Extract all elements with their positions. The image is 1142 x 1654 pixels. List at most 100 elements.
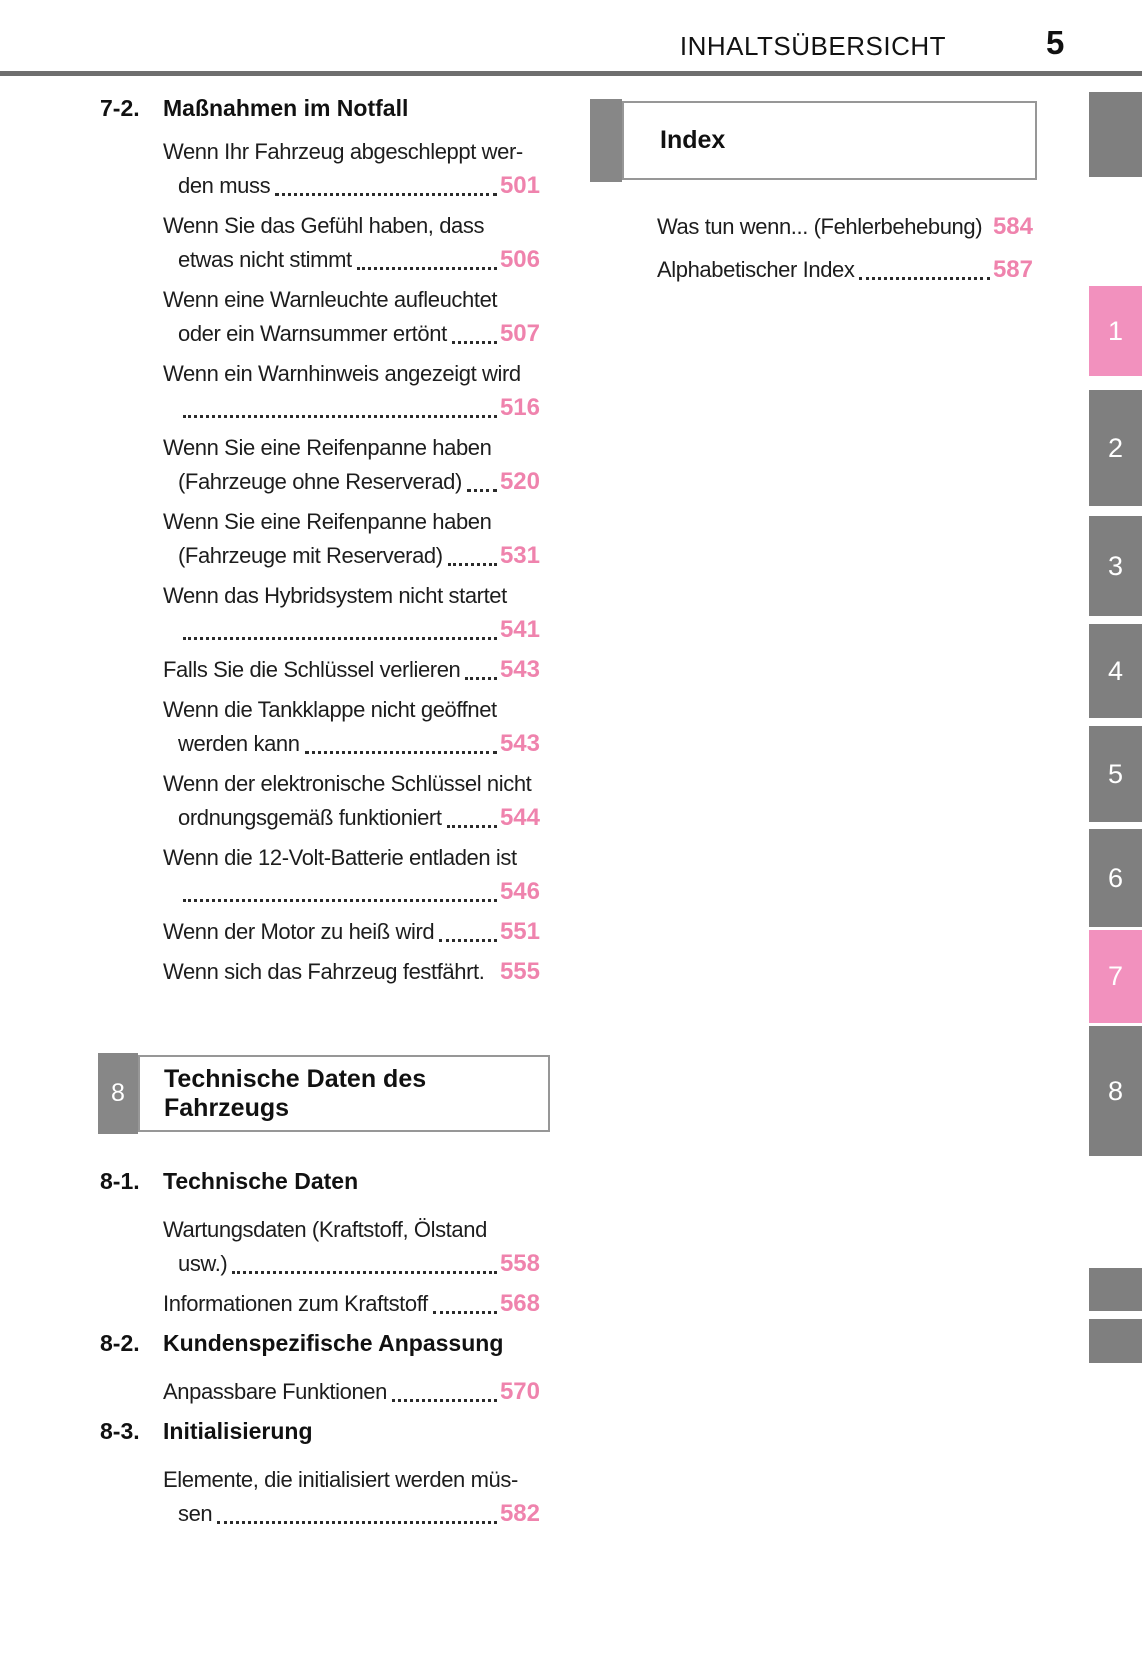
toc-entry-line: Wenn Sie das Gefühl haben, dass — [163, 213, 485, 238]
dot-leader — [432, 1311, 497, 1314]
chapter-8-banner: 8 Technische Daten des Fahrzeugs — [98, 1053, 550, 1134]
side-tab-chapter-5: 5 — [1089, 726, 1142, 822]
subsection: 8-1. Technische Daten Wartungsdaten (Kraft… — [100, 1167, 550, 1321]
toc-entry-lastline: Anpassbare Funktionen 570 — [163, 1375, 540, 1409]
toc-entry-lastline: sen 582 — [163, 1497, 540, 1531]
entry-page-number: 582 — [499, 1500, 540, 1527]
side-tab-label: 2 — [1107, 432, 1124, 463]
toc-entry-list: Elemente, die initialisiert werden müs-s… — [100, 1463, 540, 1531]
toc-entry-text: (Fahrzeuge mit Reserverad) — [178, 543, 443, 568]
toc-entry-line: Wenn Sie eine Reifenpanne haben — [163, 435, 492, 460]
side-tab-chapter-7: 7 — [1089, 930, 1142, 1023]
toc-left-column: 7-2. Maßnahmen im Notfall Wenn Ihr Fahrz… — [98, 94, 550, 1537]
side-tab-label: 4 — [1107, 655, 1124, 686]
toc-entry-lastline: usw.) 558 — [163, 1247, 540, 1281]
side-tab-blank — [1089, 1319, 1142, 1363]
toc-entry-line: Wenn die 12-Volt-Batterie entladen ist — [163, 845, 517, 870]
toc-entry-line: Wenn ein Warnhinweis angezeigt wird — [163, 361, 521, 386]
side-tab-label: 5 — [1107, 758, 1124, 789]
toc-entry: Anpassbare Funktionen 570 — [163, 1375, 540, 1409]
toc-entry: Wenn eine Warnleuchte aufleuchtet oder ei… — [163, 283, 540, 351]
entry-page-number: 516 — [499, 394, 540, 421]
toc-entry: Wenn Sie eine Reifenpanne haben (Fahrzeug… — [163, 505, 540, 573]
toc-entry-text: sen — [178, 1501, 213, 1526]
dot-leader — [447, 563, 497, 566]
toc-entry-lastline: 546 — [163, 875, 540, 909]
side-tab-chapter-6: 6 — [1089, 829, 1142, 927]
entry-page-number: 507 — [499, 320, 540, 347]
toc-entry-lastline: ordnungsgemäß funktioniert 544 — [163, 801, 540, 835]
entry-page-number: 501 — [499, 172, 540, 199]
header-rule — [0, 71, 1142, 76]
toc-entry-text: oder ein Warnsummer ertönt — [178, 321, 447, 346]
side-tab-chapter-1: 1 — [1089, 286, 1142, 376]
entry-page-number: 541 — [499, 616, 540, 643]
subsection-number: 8-2. — [100, 1330, 140, 1356]
toc-entry: Wenn der Motor zu heiß wird 551 — [163, 915, 540, 949]
subsection-number: 8-1. — [100, 1168, 140, 1194]
page-header-title: INHALTSÜBERSICHT — [679, 31, 946, 61]
entry-page-number: 584 — [992, 213, 1033, 240]
toc-entry-lastline: oder ein Warnsummer ertönt 507 — [163, 317, 540, 351]
dot-leader — [391, 1399, 497, 1402]
toc-entry-line: Wartungsdaten (Kraftstoff, Ölstand — [163, 1217, 487, 1242]
entry-page-number: 543 — [499, 730, 540, 757]
toc-entry-list: Anpassbare Funktionen 570 — [100, 1375, 540, 1409]
toc-entry-text: werden kann — [178, 731, 300, 756]
toc-entry-line: Elemente, die initialisiert werden müs- — [163, 1467, 518, 1492]
entry-page-number: 506 — [499, 246, 540, 273]
toc-entry-lastline: Falls Sie die Schlüssel verlieren 543 — [163, 653, 540, 687]
entry-page-number: 546 — [499, 878, 540, 905]
toc-entry-text: ordnungsgemäß funktioniert — [178, 805, 442, 830]
index-number-badge — [590, 99, 622, 182]
dot-leader — [439, 939, 497, 942]
toc-entry-lastline: Informationen zum Kraftstoff 568 — [163, 1287, 540, 1321]
entry-page-number: 558 — [499, 1250, 540, 1277]
toc-entry: Wenn sich das Fahrzeug festfährt. 555 — [163, 955, 540, 989]
subsection-list: 8-1. Technische Daten Wartungsdaten (Kraft… — [100, 1167, 550, 1531]
toc-entry-lastline: Was tun wenn... (Fehlerbehebung) 584 — [657, 210, 1033, 244]
dot-leader — [183, 637, 497, 640]
toc-entry: Wartungsdaten (Kraftstoff, Ölstand usw.) 5… — [163, 1213, 540, 1281]
chapter-title-box: Technische Daten des Fahrzeugs — [138, 1055, 550, 1132]
dot-leader — [217, 1521, 497, 1524]
toc-entry-text: den muss — [178, 173, 271, 198]
entry-page-number: 520 — [499, 468, 540, 495]
side-tab-label: 3 — [1107, 550, 1124, 581]
dot-leader — [304, 751, 497, 754]
subsection-heading: 8-3. Initialisierung — [100, 1417, 550, 1445]
subsection-heading: 8-2. Kundenspezifische Anpassung — [100, 1329, 550, 1357]
toc-entry-line: Wenn Sie eine Reifenpanne haben — [163, 509, 492, 534]
toc-entry-line: Wenn der elektronische Schlüssel nicht — [163, 771, 532, 796]
subsection-title: Initialisierung — [163, 1418, 313, 1444]
dot-leader — [446, 825, 497, 828]
dot-leader — [232, 1271, 497, 1274]
toc-entry-text: Wenn der Motor zu heiß wird — [163, 919, 435, 944]
toc-entry-text: Anpassbare Funktionen — [163, 1379, 387, 1404]
toc-entry: Wenn das Hybridsystem nicht startet 541 — [163, 579, 540, 647]
index-entry-list: Was tun wenn... (Fehlerbehebung) 584 Alpha… — [657, 210, 1033, 296]
toc-entry: Wenn Sie das Gefühl haben, dass etwas nic… — [163, 209, 540, 277]
side-tab-blank — [1089, 1268, 1142, 1311]
toc-entry-lastline: (Fahrzeuge mit Reserverad) 531 — [163, 539, 540, 573]
side-tab-label: 7 — [1107, 961, 1124, 991]
index-banner: Index — [590, 99, 1037, 182]
toc-entry-text: Falls Sie die Schlüssel verlieren — [163, 657, 461, 682]
toc-entry-text: Wenn sich das Fahrzeug festfährt. — [163, 959, 485, 984]
toc-entry: Alphabetischer Index 587 — [657, 253, 1033, 287]
side-tab-chapter-2: 2 — [1089, 390, 1142, 506]
section-heading-7-2: 7-2. Maßnahmen im Notfall — [100, 94, 550, 122]
subsection-title: Kundenspezifische Anpassung — [163, 1330, 504, 1356]
toc-entry-lastline: etwas nicht stimmt 506 — [163, 243, 540, 277]
subsection-number: 8-3. — [100, 1418, 140, 1444]
index-title-box: Index — [622, 101, 1037, 180]
subsection: 8-2. Kundenspezifische Anpassung Anpassbar… — [100, 1329, 550, 1409]
toc-entry-text: Informationen zum Kraftstoff — [163, 1291, 428, 1316]
toc-entry: Wenn die Tankklappe nicht geöffnet werden… — [163, 693, 540, 761]
toc-entry: Wenn Sie eine Reifenpanne haben (Fahrzeug… — [163, 431, 540, 499]
toc-entry-line: Wenn eine Warnleuchte aufleuchtet — [163, 287, 498, 312]
toc-entry-lastline: (Fahrzeuge ohne Reserverad) 520 — [163, 465, 540, 499]
dot-leader — [275, 193, 497, 196]
toc-entry: Informationen zum Kraftstoff 568 — [163, 1287, 540, 1321]
subsection: 8-3. Initialisierung Elemente, die initial… — [100, 1417, 550, 1531]
